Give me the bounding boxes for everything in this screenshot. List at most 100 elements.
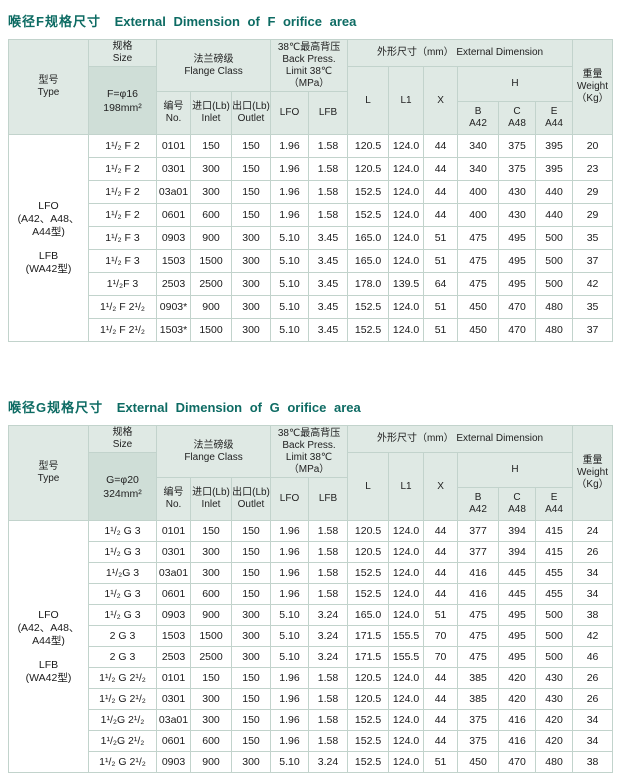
data-cell: 51 <box>423 295 459 319</box>
data-cell: 495 <box>498 249 537 273</box>
data-cell: 377 <box>457 541 500 563</box>
data-cell: 1.96 <box>270 709 310 731</box>
data-cell: 1.96 <box>270 134 310 158</box>
data-cell: 5.10 <box>270 625 310 647</box>
header-c-a48: C A48 <box>498 487 537 521</box>
data-cell: 34 <box>572 730 614 752</box>
header-weight-zh: 重量 <box>582 69 603 80</box>
data-cell: 51 <box>423 318 459 342</box>
table-row: 1¹/₂G 3 03a01 300 150 1.96 1.58 152.5 124.0 44 41… <box>9 562 614 584</box>
data-cell: 1500 <box>190 625 232 647</box>
data-cell: 440 <box>535 203 574 227</box>
header-outlet-en: Outlet <box>237 499 265 510</box>
data-cell: 139.5 <box>388 272 425 296</box>
type-group: LFO (A42、A48、A44型) <box>13 609 84 648</box>
data-cell: 171.5 <box>347 646 390 668</box>
header-inlet-en: Inlet <box>201 499 221 510</box>
data-cell: 0601 <box>156 730 191 752</box>
data-cell: 42 <box>572 625 614 647</box>
data-cell: 0301 <box>156 688 191 710</box>
data-cell: 450 <box>457 295 500 319</box>
data-cell: 300 <box>230 295 272 319</box>
data-cell: 38 <box>572 604 614 626</box>
header-l: L <box>347 452 390 521</box>
header-size-en: Size <box>112 439 133 450</box>
section-title-f: 喉径F规格尺寸 External Dimension of F orifice … <box>8 11 612 30</box>
data-cell: 124.0 <box>388 688 425 710</box>
data-cell: 385 <box>457 688 500 710</box>
data-cell: 152.5 <box>347 295 390 319</box>
data-cell: 455 <box>535 583 574 605</box>
header-inlet: 进口(Lb) Inlet <box>190 91 232 135</box>
section-title-g: 喉径G规格尺寸 External Dimension of G orifice … <box>8 397 612 416</box>
data-cell: 300 <box>190 562 232 584</box>
data-cell: 3.45 <box>308 249 349 273</box>
data-cell: 300 <box>190 709 232 731</box>
table-row: 1¹/₂F 3 2503 2500 300 5.10 3.45 178.0 139.5 64 47… <box>9 272 614 296</box>
header-backpress-line3: Limit 38℃ <box>285 451 333 463</box>
header-x: X <box>423 452 459 521</box>
data-cell: 29 <box>572 203 614 227</box>
data-cell: 0903 <box>156 751 191 773</box>
data-cell: 44 <box>423 157 459 181</box>
header-size-value: F=φ16 198mm² <box>88 66 157 135</box>
data-cell: 500 <box>535 272 574 296</box>
header-l1: L1 <box>388 452 425 521</box>
data-cell: 124.0 <box>388 604 425 626</box>
data-cell: 150 <box>230 134 272 158</box>
data-cell: 1.96 <box>270 180 310 204</box>
table-row: 1¹/₂ G 3 0903 900 300 5.10 3.24 165.0 124.0 51 47… <box>9 604 614 626</box>
data-cell: 3.45 <box>308 272 349 296</box>
data-cell: 35 <box>572 295 614 319</box>
data-cell: 420 <box>535 730 574 752</box>
g-table-header: 型号 Type 规格 Size 法兰磅级 Flange Class 38℃最高背… <box>8 425 614 521</box>
header-no: 编号 No. <box>156 91 191 135</box>
data-cell: 900 <box>190 604 232 626</box>
data-cell: 1¹/₂ F 3 <box>88 226 157 250</box>
data-cell: 3.24 <box>308 604 349 626</box>
data-cell: 51 <box>423 226 459 250</box>
table-row: 1¹/₂ F 2 0601 600 150 1.96 1.58 152.5 124.0 44 40… <box>9 203 614 227</box>
data-cell: 1¹/₂ G 2¹/₂ <box>88 667 157 689</box>
header-weight-en: Weight <box>577 81 608 92</box>
header-back-pressure: 38℃最高背压 Back Press. Limit 38℃ （MPa） <box>270 39 349 92</box>
data-cell: 1.58 <box>308 180 349 204</box>
data-cell: 394 <box>498 520 537 542</box>
table-row: 1¹/₂ F 2 03a01 300 150 1.96 1.58 152.5 124.0 44 4… <box>9 180 614 204</box>
data-cell: 2500 <box>190 272 232 296</box>
data-cell: 150 <box>230 520 272 542</box>
data-cell: 124.0 <box>388 249 425 273</box>
data-cell: 495 <box>498 226 537 250</box>
data-cell: 475 <box>457 272 500 296</box>
data-cell: 1.96 <box>270 730 310 752</box>
data-cell: 300 <box>230 625 272 647</box>
data-cell: 416 <box>457 562 500 584</box>
data-cell: 5.10 <box>270 249 310 273</box>
data-cell: 44 <box>423 134 459 158</box>
type-group-name: LFO <box>38 608 59 621</box>
header-outlet-zh: 出口(Lb) <box>232 101 270 112</box>
data-cell: 5.10 <box>270 318 310 342</box>
data-cell: 1¹/₂ G 3 <box>88 583 157 605</box>
data-cell: 23 <box>572 157 614 181</box>
data-cell: 150 <box>230 583 272 605</box>
header-outlet-zh: 出口(Lb) <box>232 487 270 498</box>
data-cell: 120.5 <box>347 541 390 563</box>
data-cell: 152.5 <box>347 709 390 731</box>
data-cell: 470 <box>498 295 537 319</box>
data-cell: 120.5 <box>347 520 390 542</box>
data-cell: 470 <box>498 751 537 773</box>
header-b-a42: B A42 <box>457 101 500 135</box>
data-cell: 1.58 <box>308 203 349 227</box>
data-cell: 1¹/₂G 2¹/₂ <box>88 730 157 752</box>
data-cell: 34 <box>572 583 614 605</box>
header-flange-en: Flange Class <box>184 451 243 463</box>
data-cell: 152.5 <box>347 730 390 752</box>
data-cell: 44 <box>423 688 459 710</box>
header-c-sub: A48 <box>508 504 526 515</box>
type-group: LFB (WA42型) <box>13 659 84 685</box>
data-cell: 124.0 <box>388 134 425 158</box>
data-cell: 430 <box>498 180 537 204</box>
data-cell: 124.0 <box>388 583 425 605</box>
header-l: L <box>347 66 390 135</box>
